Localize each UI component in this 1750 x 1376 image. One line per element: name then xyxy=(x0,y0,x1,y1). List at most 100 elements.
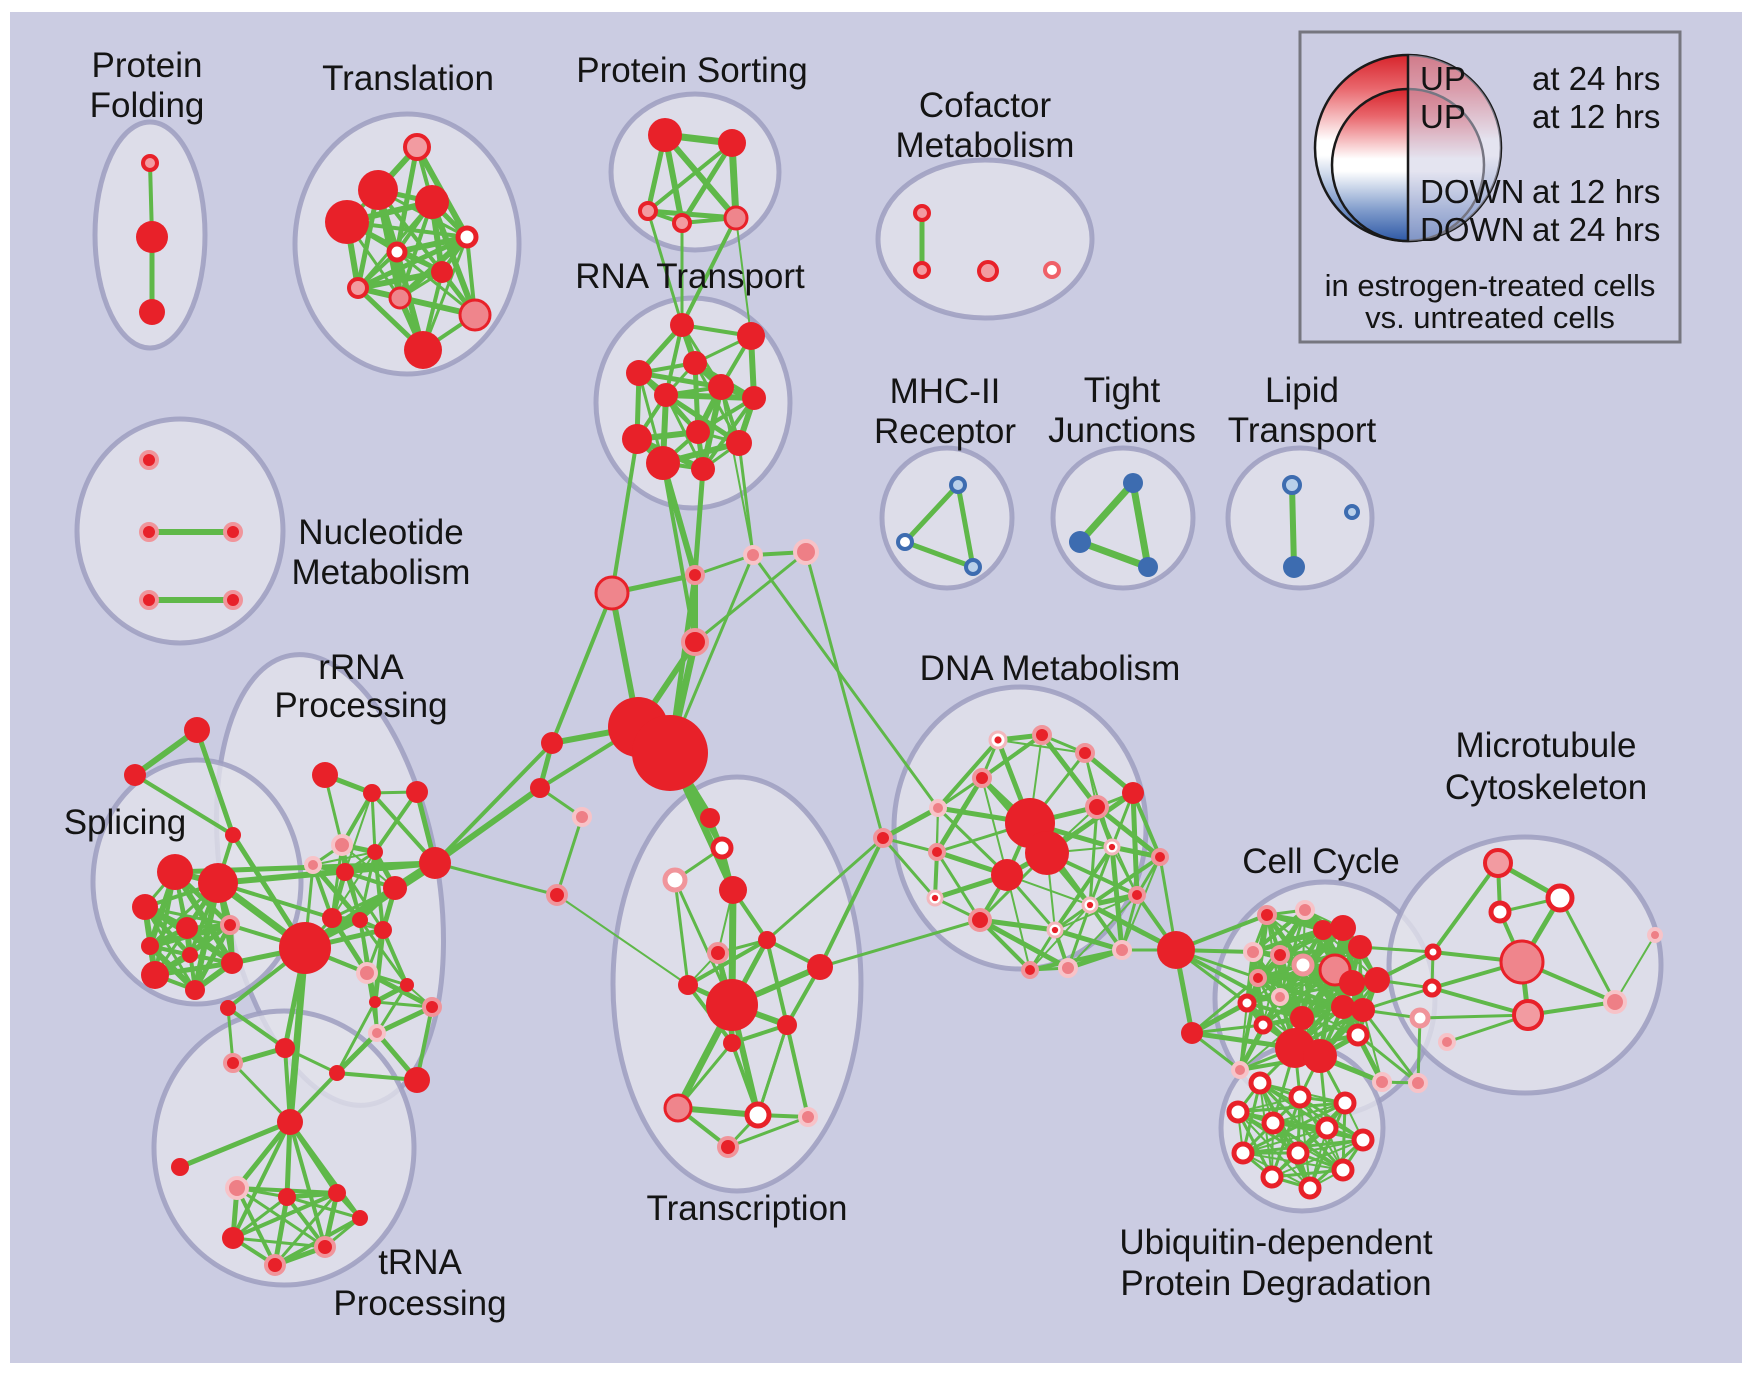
gene-node xyxy=(1260,1165,1284,1189)
gene-node xyxy=(1303,1039,1337,1073)
gene-node xyxy=(1647,927,1663,943)
gene-node xyxy=(1488,900,1512,924)
cluster-label-transcription: Transcription xyxy=(647,1189,848,1228)
gene-node xyxy=(325,200,369,244)
gene-node xyxy=(139,522,159,542)
network-edge xyxy=(1356,1033,1420,1085)
icon-faded-half xyxy=(1408,55,1501,241)
gene-node xyxy=(1483,848,1513,878)
network-edge xyxy=(143,905,232,927)
network-edge xyxy=(335,1000,377,1075)
gene-node xyxy=(223,590,243,610)
cluster-label-cofactor-metabolism: Metabolism xyxy=(896,126,1075,165)
gene-node xyxy=(400,978,414,992)
cluster-label-rna-transport: RNA Transport xyxy=(575,257,805,296)
gene-node xyxy=(141,961,169,989)
network-edge xyxy=(133,773,235,837)
gene-node xyxy=(1339,970,1365,996)
gene-node xyxy=(708,374,734,400)
network-edge xyxy=(934,775,985,855)
gene-node xyxy=(388,286,412,310)
gene-node xyxy=(1043,261,1061,279)
gene-node xyxy=(352,912,368,928)
gene-node xyxy=(1288,1085,1312,1109)
network-edge xyxy=(1239,1002,1248,1071)
legend-down24-time: at 24 hrs xyxy=(1532,211,1660,248)
network-edge xyxy=(1270,1095,1302,1179)
gene-node xyxy=(1315,1116,1339,1140)
gene-node xyxy=(157,854,193,890)
gene-node xyxy=(678,975,698,995)
cluster-ellipse-cofactor-metabolism xyxy=(875,157,1095,321)
nodes-layer xyxy=(124,118,1663,1276)
network-edge xyxy=(1270,1168,1345,1179)
gene-node xyxy=(1231,1141,1255,1165)
network-edge xyxy=(288,1120,327,1249)
gene-node xyxy=(1157,931,1195,969)
network-edge xyxy=(394,234,470,255)
gene-node xyxy=(1138,557,1158,577)
network-edge xyxy=(1191,1024,1264,1034)
gene-node xyxy=(700,808,720,828)
gene-node xyxy=(964,558,982,576)
gene-node xyxy=(1545,883,1575,913)
network-edge xyxy=(679,140,735,226)
network-edge xyxy=(935,850,982,922)
gene-node xyxy=(706,979,758,1031)
gene-node xyxy=(949,476,967,494)
gene-node xyxy=(758,931,776,949)
network-edge xyxy=(358,918,409,987)
gene-node xyxy=(1021,961,1039,979)
gene-node xyxy=(1270,945,1290,965)
gene-node xyxy=(1344,504,1360,520)
gene-node xyxy=(368,1024,386,1042)
network-edge xyxy=(902,539,976,570)
cluster-label-microtubule-cytoskeleton: Microtubule xyxy=(1456,726,1637,765)
network-edge xyxy=(693,550,808,644)
network-edge xyxy=(231,1120,292,1240)
network-edge xyxy=(977,917,1058,933)
gene-node xyxy=(406,781,428,803)
network-edge xyxy=(1053,845,1114,932)
legend: UP at 24 hrs UP at 12 hrs DOWN at 12 hrs… xyxy=(1298,30,1682,344)
gene-node xyxy=(1032,725,1052,745)
gene-node xyxy=(264,1254,286,1276)
network-edge xyxy=(1088,855,1162,907)
cluster-label-rrna-processing: rRNA xyxy=(318,648,404,687)
network-edge xyxy=(433,741,554,865)
gene-node xyxy=(777,1015,797,1035)
network-edge xyxy=(1067,894,1138,969)
network-edge xyxy=(1111,846,1138,896)
cluster-label-protein-folding: Protein xyxy=(92,46,203,85)
cluster-label-nucleotide-metabolism: Nucleotide xyxy=(298,513,463,552)
network-edge xyxy=(1418,1013,1530,1020)
network-edge xyxy=(1242,1127,1328,1154)
cluster-label-translation: Translation xyxy=(322,59,494,98)
gene-node xyxy=(458,298,492,332)
network-edge xyxy=(662,132,739,221)
gene-node xyxy=(386,241,408,263)
gene-node xyxy=(404,1067,430,1093)
gene-node xyxy=(132,894,158,920)
gene-node xyxy=(1283,556,1305,578)
gene-node-core xyxy=(1086,901,1094,909)
network-edge xyxy=(421,235,469,352)
gene-node xyxy=(347,277,369,299)
network-edge xyxy=(1006,874,1031,971)
gene-node xyxy=(913,261,931,279)
network-edge xyxy=(334,1030,380,1076)
network-edge xyxy=(394,144,420,255)
gene-node xyxy=(221,952,243,974)
network-edge xyxy=(1361,986,1434,1012)
network-edge xyxy=(312,851,376,866)
gene-node xyxy=(328,1184,346,1202)
gene-node xyxy=(873,828,893,848)
cluster-label-ubiquitin-degradation: Ubiquitin-dependent xyxy=(1119,1223,1433,1262)
gene-node xyxy=(710,836,734,860)
network-edge xyxy=(231,1195,289,1240)
cluster-label-trna-processing: Processing xyxy=(333,1284,506,1323)
gene-node xyxy=(1499,939,1545,985)
gene-node xyxy=(314,1236,336,1258)
legend-down24-label: DOWN xyxy=(1420,211,1524,248)
